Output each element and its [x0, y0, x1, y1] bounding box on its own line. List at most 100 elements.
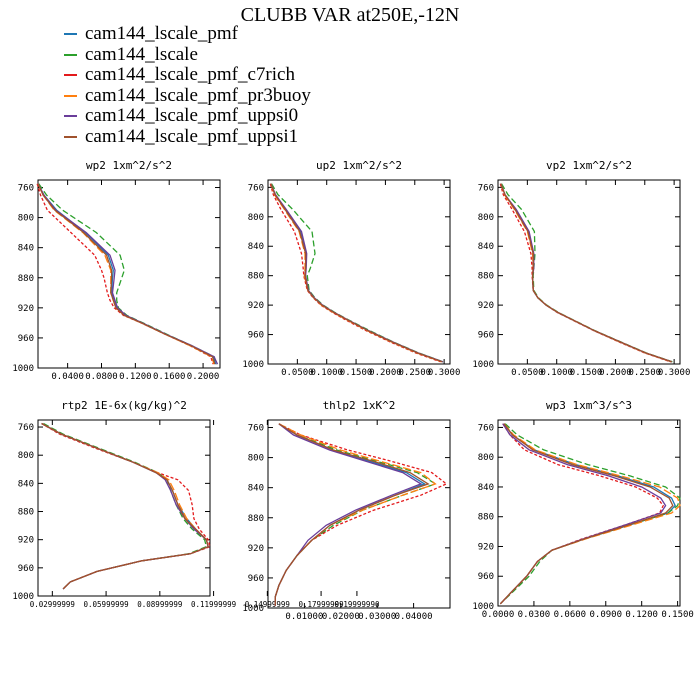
x-tick-label: 0.1500: [340, 368, 373, 378]
x-tick-label: 0.0500: [281, 368, 314, 378]
y-tick-label: 840: [478, 242, 494, 252]
y-tick-label: 920: [18, 536, 34, 546]
chart-panel: up2 1xm^2/s^2 760 800 840 880 920 960 1000 0.050…: [242, 159, 460, 378]
y-tick-label: 880: [478, 272, 494, 282]
y-tick-label: 760: [248, 424, 264, 434]
legend-item: cam144_lscale_pmf: [64, 23, 311, 45]
legend-label: cam144_lscale: [85, 43, 198, 65]
x-tick-label: 0.17999999: [299, 600, 344, 609]
y-tick-label: 800: [18, 451, 34, 461]
x-tick-label: 0.04000: [395, 612, 433, 622]
y-tick-label: 1000: [242, 360, 264, 370]
x-tick-label: 0.03000: [358, 612, 396, 622]
legend-label: cam144_lscale_pmf_c7rich: [85, 64, 295, 86]
y-tick-label: 760: [478, 423, 494, 433]
y-tick-label: 960: [478, 331, 494, 341]
chart-title: thlp2 1xK^2: [323, 399, 396, 412]
plot-frame: [497, 419, 681, 607]
x-tick-label: 0.2000: [187, 372, 220, 382]
x-tick-label: 0.08999999: [137, 600, 182, 609]
x-tick-label: 0.0400: [51, 372, 84, 382]
y-tick-label: 800: [18, 214, 34, 224]
legend-item: cam144_lscale: [64, 43, 311, 66]
y-tick-label: 920: [478, 301, 494, 311]
y-tick-label: 960: [478, 572, 494, 582]
legend-swatch: [64, 135, 77, 138]
x-tick-label: 0.0300: [518, 610, 551, 620]
plot-frame: [497, 179, 681, 365]
chart-title: wp3 1xm^3/s^3: [546, 399, 632, 412]
y-tick-label: 800: [248, 213, 264, 223]
y-tick-label: 960: [18, 564, 34, 574]
y-tick-label: 920: [478, 542, 494, 552]
y-tick-label: 760: [18, 423, 34, 433]
legend-label: cam144_lscale_pmf_uppsi1: [85, 125, 299, 147]
series-line: [274, 423, 423, 606]
y-tick-label: 840: [18, 244, 34, 254]
legend-label: cam144_lscale_pmf: [85, 23, 239, 45]
y-tick-label: 800: [248, 454, 264, 464]
x-tick-label: 0.05999999: [84, 600, 129, 609]
y-tick-label: 880: [248, 272, 264, 282]
y-tick-label: 960: [248, 574, 264, 584]
x-tick-label: 0.0600: [554, 610, 587, 620]
legend-item: cam144_lscale_pmf_pr3buoy: [64, 84, 311, 107]
y-tick-label: 880: [248, 514, 264, 524]
x-tick-label: 0.0500: [511, 368, 544, 378]
y-tick-label: 840: [18, 479, 34, 489]
series-line: [38, 183, 218, 365]
y-tick-label: 960: [248, 331, 264, 341]
series-line: [500, 183, 673, 363]
series-line: [499, 423, 674, 605]
y-tick-label: 880: [18, 508, 34, 518]
y-tick-label: 1000: [472, 602, 494, 612]
y-tick-label: 920: [18, 304, 34, 314]
series-line: [270, 183, 443, 363]
x-tick-label: 0.1000: [540, 368, 573, 378]
plot-frame: [37, 419, 211, 597]
series-line: [500, 183, 672, 363]
y-tick-label: 1000: [12, 364, 34, 374]
series-line: [274, 423, 430, 606]
y-tick-label: 920: [248, 544, 264, 554]
series-line: [500, 183, 673, 363]
y-tick-label: 880: [478, 513, 494, 523]
series-line: [499, 423, 681, 605]
series-line: [500, 183, 673, 363]
y-tick-label: 1000: [242, 604, 264, 614]
legend-label: cam144_lscale_pmf_pr3buoy: [85, 84, 311, 106]
series-line: [274, 423, 437, 606]
chart-title: vp2 1xm^2/s^2: [546, 159, 632, 172]
x-tick-label: 0.11999999: [191, 600, 236, 609]
chart-title: rtp2 1E-6x(kg/kg)^2: [61, 399, 187, 412]
legend: cam144_lscale_pmf cam144_lscale cam144_l…: [64, 23, 311, 148]
x-tick-label: 0.14999999: [245, 600, 290, 609]
chart-panel: thlp2 1xK^2 760 800 840 880 920 960 1000 0.01000…: [242, 399, 451, 622]
y-tick-label: 800: [478, 213, 494, 223]
legend-swatch: [64, 94, 77, 97]
legend-swatch: [64, 115, 77, 118]
y-tick-label: 920: [248, 301, 264, 311]
x-tick-label: 0.01000: [285, 612, 323, 622]
plot-frame: [267, 419, 451, 609]
y-tick-label: 840: [248, 484, 264, 494]
x-tick-label: 0.1200: [625, 610, 658, 620]
chart-title: up2 1xm^2/s^2: [316, 159, 402, 172]
series-line: [270, 183, 444, 363]
series-line: [274, 423, 448, 606]
y-tick-label: 800: [478, 453, 494, 463]
legend-item: cam144_lscale_pmf_c7rich: [64, 64, 311, 86]
legend-item: cam144_lscale_pmf_uppsi0: [64, 105, 311, 127]
x-tick-label: 0.2500: [629, 368, 662, 378]
x-tick-label: 0.3000: [658, 368, 691, 378]
series-line: [500, 183, 673, 363]
series-line: [37, 183, 219, 365]
x-tick-label: 0.2500: [399, 368, 432, 378]
chart-panel: wp3 1xm^3/s^3 760 800 840 880 920 960 10000.000…: [472, 399, 694, 620]
y-tick-label: 1000: [472, 360, 494, 370]
legend-swatch: [64, 53, 77, 56]
y-tick-label: 1000: [12, 592, 34, 602]
x-tick-label: 0.0900: [590, 610, 623, 620]
legend-item: cam144_lscale_pmf_uppsi1: [64, 125, 311, 148]
